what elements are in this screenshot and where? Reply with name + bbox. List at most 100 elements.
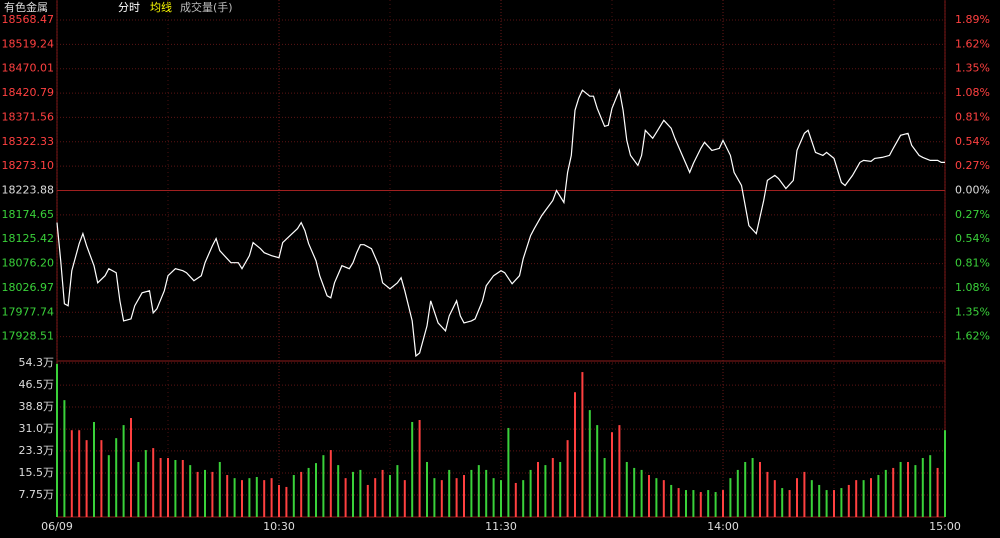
y2-tick-label: 1.35% [955, 62, 990, 75]
y2-tick-label: 1.62% [955, 37, 990, 50]
y2-tick-label: 0.27% [955, 159, 990, 172]
y-tick-label: 18026.97 [2, 281, 55, 294]
volume-bar [522, 480, 525, 517]
volume-bar [603, 458, 606, 517]
volume-bar [574, 392, 576, 517]
volume-bar [285, 486, 288, 517]
volume-tick-label: 54.3万 [19, 356, 55, 369]
volume-bar [241, 480, 243, 517]
y2-tick-label: 0.00% [955, 184, 990, 197]
volume-bar [870, 478, 872, 517]
volume-bar [736, 469, 739, 517]
volume-bar [137, 461, 140, 517]
volume-bar [729, 478, 732, 517]
volume-bar [315, 463, 317, 517]
y-tick-label: 17928.51 [2, 330, 55, 343]
volume-bar [70, 430, 73, 517]
volume-bar [914, 465, 917, 517]
volume-bar [566, 440, 569, 517]
y-tick-label: 18273.10 [2, 159, 55, 172]
volume-bar [63, 400, 66, 517]
price-line [56, 88, 945, 358]
volume-bar [588, 410, 591, 517]
volume-label: 成交量(手) [180, 0, 233, 14]
volume-bar [93, 421, 95, 517]
volume-bar [692, 490, 695, 517]
volume-bar [899, 461, 902, 517]
volume-bar [152, 448, 155, 517]
volume-bar [56, 363, 58, 517]
volume-bar [840, 488, 843, 517]
volume-bar [788, 490, 791, 517]
volume-bar [463, 475, 465, 517]
y-tick-label: 17977.74 [2, 305, 55, 318]
volume-bar [189, 465, 192, 517]
volume-bar [892, 467, 895, 517]
volume-bar [233, 478, 236, 517]
volume-bar [847, 484, 850, 517]
volume-bar [470, 469, 473, 517]
volume-bar [300, 471, 303, 517]
volume-bar [699, 492, 702, 517]
volume-bar [107, 455, 110, 517]
volume-bar [278, 484, 280, 517]
volume-bar [744, 461, 747, 517]
volume-bar [714, 492, 717, 517]
x-tick-label: 14:00 [707, 520, 739, 533]
x-tick-label: 15:00 [929, 520, 961, 533]
volume-bar [263, 480, 266, 517]
y-tick-label: 18076.20 [2, 257, 55, 270]
volume-bar [781, 488, 784, 517]
volume-bar [529, 469, 532, 517]
volume-bar [907, 461, 909, 517]
volume-bar [810, 480, 813, 517]
volume-bar [751, 458, 754, 517]
volume-bar [374, 478, 377, 517]
y2-tick-label: 1.62% [955, 330, 990, 343]
volume-bar [100, 440, 103, 517]
y-tick-label: 18568.47 [2, 13, 55, 26]
instrument-name: 有色金属 [4, 0, 48, 14]
volume-bar [115, 438, 118, 517]
x-tick-label: 11:30 [485, 520, 517, 533]
y2-tick-label: 1.35% [955, 305, 990, 318]
volume-bar [944, 430, 946, 517]
volume-bar [337, 465, 340, 517]
volume-bar [551, 458, 554, 517]
y-tick-label: 18223.88 [2, 184, 55, 197]
volume-bar [796, 478, 798, 517]
volume-bar [884, 469, 887, 517]
volume-bar [625, 461, 628, 517]
volume-bar [655, 478, 658, 517]
volume-bar [167, 458, 169, 517]
volume-bar [204, 469, 206, 517]
volume-bar [255, 477, 258, 517]
volume-bar [174, 459, 177, 517]
volume-bar [248, 478, 251, 517]
volume-bar [544, 465, 547, 517]
volume-tick-label: 38.8万 [19, 400, 55, 413]
volume-bar [559, 461, 562, 517]
volume-bar [611, 432, 613, 517]
x-tick-label: 06/09 [41, 520, 73, 533]
volume-bar [411, 421, 414, 517]
y-tick-label: 18470.01 [2, 62, 55, 75]
volume-bar [722, 490, 724, 517]
volume-bar [159, 458, 162, 517]
volume-bar [677, 488, 680, 517]
volume-bar [485, 469, 488, 517]
y-tick-label: 18420.79 [2, 86, 55, 99]
volume-bar [685, 490, 687, 517]
volume-bar [929, 455, 932, 517]
volume-tick-label: 7.75万 [19, 488, 55, 501]
volume-bar [389, 475, 391, 517]
volume-bar [130, 418, 132, 517]
y2-tick-label: 1.08% [955, 281, 990, 294]
volume-bar [352, 471, 354, 517]
volume-bar [426, 461, 428, 517]
y-tick-label: 18519.24 [2, 37, 55, 50]
volume-bar [329, 450, 332, 517]
volume-bar [270, 478, 273, 517]
y2-tick-label: 0.81% [955, 110, 990, 123]
